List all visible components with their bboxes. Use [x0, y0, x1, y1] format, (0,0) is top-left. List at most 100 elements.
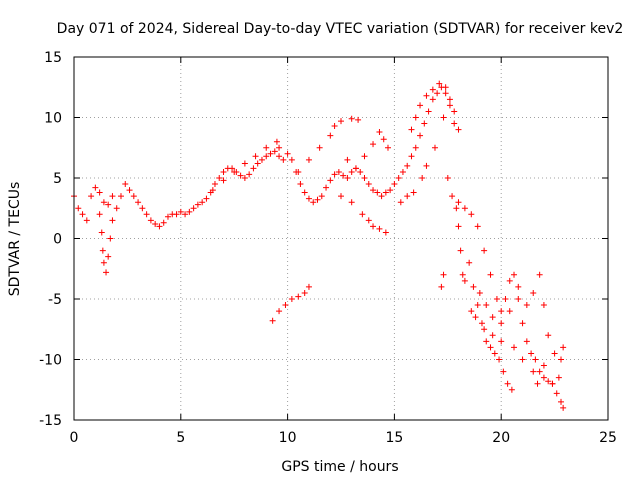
data-point-early-dip: [99, 247, 106, 254]
data-point-main-trace: [288, 156, 295, 163]
data-point-main-trace: [408, 153, 415, 160]
data-point-ridge-2-upper: [348, 115, 355, 122]
data-point-main-trace: [211, 181, 218, 188]
data-point-decline-3: [540, 302, 547, 309]
data-point-scatter-outliers: [431, 144, 438, 151]
data-point-decline-2: [511, 271, 518, 278]
data-point-ridge-2-upper: [305, 156, 312, 163]
data-point-ridge-1-upper: [220, 177, 227, 184]
data-point-decline-3: [530, 289, 537, 296]
data-point-main-trace: [100, 199, 107, 206]
data-point-main-trace: [199, 199, 206, 206]
data-point-main-trace: [344, 175, 351, 181]
data-point-early-dip: [98, 229, 105, 236]
y-tick-label: 0: [53, 232, 62, 248]
y-tick-label: -5: [48, 292, 62, 308]
data-point-main-trace: [365, 181, 372, 188]
data-point-main-trace: [152, 220, 159, 227]
y-axis-label: SDTVAR / TECUs: [7, 182, 23, 297]
data-point-ridge-1-upper: [231, 168, 238, 175]
data-point-decline-2: [468, 211, 475, 218]
data-point-decline-2: [455, 199, 462, 206]
data-point-ridge-1-upper: [273, 138, 280, 145]
data-point-main-trace: [378, 193, 385, 200]
data-point-decline-2: [519, 320, 526, 327]
data-point-scatter-outliers: [419, 175, 426, 181]
data-point-main-trace: [395, 175, 402, 181]
data-point-upper-peak-band: [417, 102, 424, 109]
x-tick-label: 0: [70, 430, 79, 446]
data-point-main-trace: [348, 168, 355, 175]
data-point-main-trace: [220, 168, 227, 175]
tick-labels: 0 5 10 15 20 25 -15 -10 -5 0 5 10 15: [39, 50, 617, 446]
data-point-main-trace: [258, 156, 265, 163]
y-tick-label: 5: [53, 171, 62, 187]
data-point-upper-peak-band: [429, 86, 436, 93]
data-point-decline-3: [506, 308, 513, 315]
data-point-main-trace: [301, 189, 308, 196]
data-point-decline-1: [461, 277, 468, 284]
data-point-main-trace: [421, 120, 428, 127]
data-point-ridge-1-upper: [252, 153, 259, 160]
data-point-ridge-4-lower: [365, 217, 372, 224]
data-point-isolated-segment: [301, 289, 308, 296]
data-point-main-trace: [216, 175, 223, 181]
x-tick-label: 5: [176, 430, 185, 446]
y-tick-label: 15: [44, 50, 62, 66]
data-point-main-trace: [374, 189, 381, 196]
data-point-main-trace: [156, 223, 163, 230]
data-point-main-trace: [79, 211, 86, 218]
data-point-ridge-3-upper: [352, 165, 359, 172]
data-point-scatter-outliers: [472, 314, 479, 321]
data-point-upper-peak-band: [423, 92, 430, 99]
data-point-main-trace: [122, 181, 129, 188]
data-point-decline-2: [515, 296, 522, 302]
data-point-ridge-4-lower: [338, 193, 344, 200]
data-point-decline-1: [500, 368, 507, 375]
data-point-ridge-2-upper: [316, 144, 323, 151]
data-point-upper-peak-band: [451, 108, 458, 115]
data-point-decline-3: [515, 283, 522, 290]
data-point-main-trace: [113, 205, 120, 212]
data-point-main-trace: [417, 132, 424, 139]
data-point-main-trace: [314, 196, 321, 203]
data-point-main-trace: [203, 195, 210, 202]
data-point-decline-2: [506, 277, 513, 284]
data-point-early-dip: [107, 235, 114, 242]
data-point-main-trace: [399, 168, 406, 175]
data-point-decline-2: [493, 296, 500, 302]
data-point-early-dip: [105, 253, 112, 260]
y-tick-label: -10: [39, 353, 62, 369]
data-point-main-trace: [237, 172, 244, 179]
x-axis-label: GPS time / hours: [281, 459, 398, 475]
data-point-main-trace: [160, 219, 167, 226]
data-point-decline-3: [551, 350, 558, 357]
grid-layer: [74, 57, 608, 420]
y-tick-label: -15: [39, 413, 62, 429]
data-point-main-trace: [297, 181, 304, 188]
x-tick-label: 10: [279, 430, 297, 446]
data-point-decline-1: [455, 223, 462, 230]
data-point-main-trace: [105, 201, 112, 208]
data-point-ridge-4-lower: [370, 223, 377, 230]
data-point-decline-2: [528, 350, 535, 357]
data-point-main-trace: [305, 195, 312, 202]
data-point-main-trace: [387, 187, 394, 194]
data-point-upper-peak-band: [436, 80, 443, 87]
data-point-scatter-outliers: [404, 193, 411, 200]
data-point-main-trace: [331, 171, 338, 178]
data-point-scatter-outliers: [511, 344, 518, 351]
data-point-early-dip: [100, 259, 107, 266]
data-point-decline-2: [502, 296, 509, 302]
data-point-scatter-outliers: [498, 338, 505, 345]
data-point-ridge-4-lower: [382, 229, 389, 236]
data-point-main-trace: [241, 175, 248, 181]
data-point-scatter-outliers: [423, 162, 430, 169]
data-point-main-trace: [117, 193, 124, 200]
data-point-main-trace: [88, 193, 95, 200]
data-point-main-trace: [182, 211, 189, 218]
data-point-ridge-3-upper: [380, 136, 387, 143]
data-point-main-trace: [382, 189, 389, 196]
tick-marks: [73, 56, 609, 421]
data-point-decline-1: [470, 283, 477, 290]
